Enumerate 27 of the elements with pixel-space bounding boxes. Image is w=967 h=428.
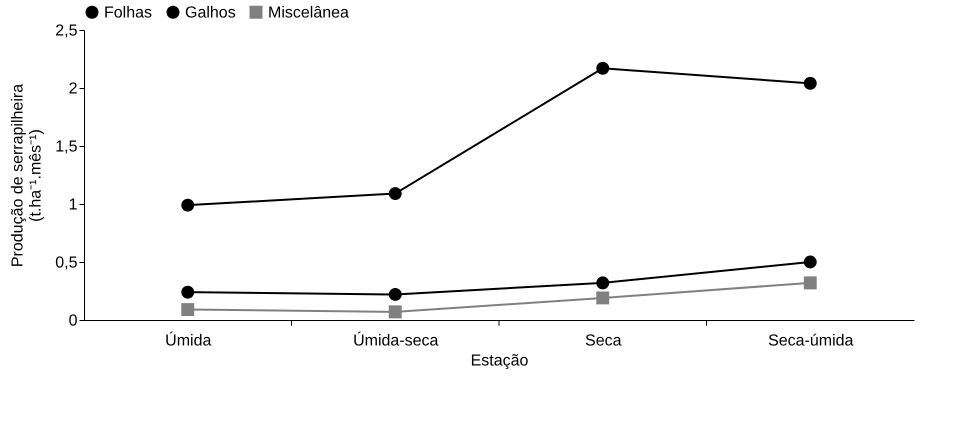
x-tick-label: Seca-úmida	[768, 332, 854, 350]
point	[388, 187, 402, 200]
point	[804, 276, 817, 290]
y-tick-label: 2,5	[55, 22, 78, 40]
x-tick-label: Seca	[585, 332, 622, 350]
y-tick-label: 1,5	[55, 138, 78, 156]
point	[181, 286, 194, 299]
y-tick-label: 0	[68, 312, 78, 330]
point	[596, 292, 610, 304]
point	[804, 256, 817, 268]
point	[388, 305, 402, 318]
point	[804, 76, 817, 90]
legend-label: Miscelânea	[268, 4, 350, 22]
y-tick-label: 0,5	[55, 254, 78, 272]
point	[181, 303, 194, 316]
point	[388, 288, 402, 301]
x-tick-label: Úmida-seca	[353, 332, 439, 350]
y-tick-label: 2	[68, 80, 78, 98]
legend-label: Folhas	[104, 4, 152, 22]
x-tick-label: Úmida	[165, 332, 212, 350]
point	[596, 276, 610, 290]
point	[596, 62, 610, 75]
y-axis-title: Produção de serrapilheira (t.ha⁻¹.mês⁻¹)	[9, 84, 44, 268]
x-axis-title: Estação	[470, 352, 529, 370]
point	[181, 198, 194, 212]
y-tick-label: 1	[68, 196, 78, 214]
legend-label: Galhos	[185, 4, 236, 22]
